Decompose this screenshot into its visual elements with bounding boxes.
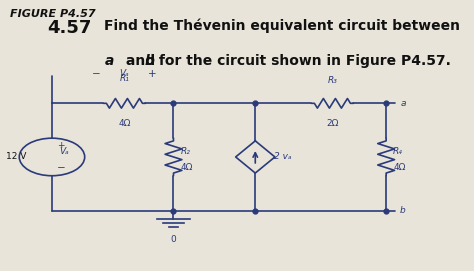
Text: 4Ω: 4Ω (118, 120, 131, 128)
Text: Vₐ: Vₐ (119, 69, 129, 78)
Text: b: b (145, 54, 155, 68)
Text: 4.57: 4.57 (47, 19, 92, 37)
Text: for the circuit shown in Figure P4.57.: for the circuit shown in Figure P4.57. (154, 54, 451, 68)
Text: 4Ω: 4Ω (393, 163, 406, 172)
Text: Vₐ: Vₐ (59, 147, 69, 156)
Text: 2Ω: 2Ω (326, 120, 338, 128)
Text: R₁: R₁ (119, 74, 129, 83)
Text: a: a (104, 54, 114, 68)
Text: 12 V: 12 V (6, 153, 26, 162)
Text: 0: 0 (171, 235, 176, 244)
Text: b: b (400, 206, 406, 215)
Text: 2 vₐ: 2 vₐ (274, 153, 292, 162)
Text: R₄: R₄ (393, 147, 403, 156)
Text: 4Ω: 4Ω (181, 163, 193, 172)
Text: R₃: R₃ (328, 76, 337, 85)
Text: −: − (57, 163, 65, 173)
Text: Find the Thévenin equivalent circuit between: Find the Thévenin equivalent circuit bet… (104, 19, 460, 34)
Text: a: a (400, 99, 406, 108)
Text: +: + (57, 141, 64, 150)
Text: +: + (148, 69, 157, 79)
Text: R₂: R₂ (181, 147, 191, 156)
Text: −: − (92, 69, 101, 79)
Text: FIGURE P4.57: FIGURE P4.57 (10, 9, 96, 20)
Text: and: and (121, 54, 160, 68)
